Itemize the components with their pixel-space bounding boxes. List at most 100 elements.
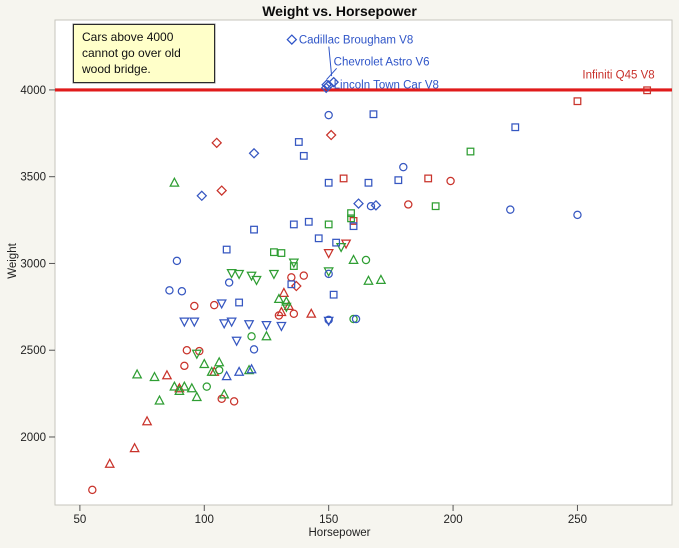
circle-marker[interactable]	[506, 205, 515, 214]
triangle-down-marker[interactable]	[323, 249, 334, 259]
triangle-down-marker[interactable]	[323, 267, 334, 278]
square-marker[interactable]	[394, 176, 403, 185]
triangle-up-marker[interactable]	[141, 415, 153, 426]
square-marker[interactable]	[304, 217, 313, 226]
callout-text[interactable]: Cadillac Brougham V8	[299, 35, 413, 47]
series-red-square[interactable]	[339, 86, 652, 225]
triangle-down-marker[interactable]	[226, 268, 237, 279]
triangle-up-marker[interactable]	[149, 371, 160, 382]
diamond-marker[interactable]	[290, 280, 302, 292]
series-blue-triangle-down[interactable]	[179, 299, 334, 347]
circle-marker[interactable]	[180, 361, 189, 371]
circle-marker[interactable]	[351, 314, 361, 324]
series-red-diamond[interactable]	[211, 129, 337, 292]
circle-marker[interactable]	[210, 300, 219, 310]
circle-marker[interactable]	[361, 255, 371, 265]
square-marker[interactable]	[324, 220, 333, 229]
circle-marker[interactable]	[404, 200, 413, 209]
square-marker[interactable]	[289, 262, 298, 270]
diamond-marker[interactable]	[370, 199, 382, 211]
series-blue-square[interactable]	[222, 110, 520, 307]
triangle-down-marker[interactable]	[216, 299, 227, 310]
square-marker[interactable]	[287, 280, 296, 289]
triangle-up-marker[interactable]	[243, 364, 255, 375]
circle-marker[interactable]	[399, 162, 408, 172]
triangle-down-marker[interactable]	[323, 316, 334, 327]
triangle-up-marker[interactable]	[246, 363, 257, 374]
triangle-up-marker[interactable]	[129, 442, 140, 453]
triangle-up-marker[interactable]	[261, 330, 272, 341]
triangle-up-marker[interactable]	[179, 380, 190, 391]
triangle-down-marker[interactable]	[268, 269, 280, 280]
square-marker[interactable]	[364, 178, 373, 187]
square-marker[interactable]	[424, 174, 433, 183]
triangle-up-marker[interactable]	[233, 366, 245, 376]
triangle-up-marker[interactable]	[104, 458, 115, 468]
square-marker[interactable]	[349, 217, 358, 225]
diamond-marker[interactable]	[328, 76, 340, 88]
square-marker[interactable]	[347, 214, 355, 223]
triangle-down-marker[interactable]	[189, 317, 200, 328]
triangle-up-marker[interactable]	[306, 307, 317, 318]
circle-marker[interactable]	[366, 201, 376, 211]
square-marker[interactable]	[289, 220, 298, 229]
callout-lincoln-town-car-v8[interactable]: Lincoln Town Car V8	[321, 79, 439, 92]
triangle-up-marker[interactable]	[191, 391, 203, 402]
square-marker[interactable]	[643, 86, 652, 95]
circle-marker[interactable]	[224, 278, 234, 287]
square-marker[interactable]	[314, 234, 323, 243]
square-marker[interactable]	[339, 174, 348, 183]
triangle-up-marker[interactable]	[281, 295, 292, 306]
triangle-up-marker[interactable]	[348, 254, 359, 265]
circle-marker[interactable]	[202, 382, 211, 391]
triangle-down-marker[interactable]	[261, 321, 272, 331]
circle-marker[interactable]	[214, 365, 224, 375]
circle-marker[interactable]	[229, 397, 239, 406]
triangle-up-marker[interactable]	[186, 382, 198, 393]
square-marker[interactable]	[222, 245, 231, 254]
annotation-note[interactable]: Cars above 4000 cannot go over old wood …	[73, 24, 215, 84]
triangle-up-marker[interactable]	[375, 274, 387, 284]
triangle-up-marker[interactable]	[363, 274, 374, 285]
square-marker[interactable]	[277, 249, 286, 257]
square-marker[interactable]	[511, 123, 520, 132]
triangle-down-marker[interactable]	[243, 320, 255, 331]
callout-chevrolet-astro-v6[interactable]: Chevrolet Astro V6	[326, 56, 430, 80]
circle-marker[interactable]	[190, 301, 199, 311]
circle-marker[interactable]	[249, 345, 259, 354]
square-marker[interactable]	[573, 97, 582, 106]
square-marker[interactable]	[332, 238, 341, 247]
square-marker[interactable]	[466, 147, 475, 156]
square-marker[interactable]	[294, 138, 303, 146]
square-marker[interactable]	[299, 151, 308, 160]
circle-marker[interactable]	[573, 210, 582, 220]
circle-marker[interactable]	[165, 286, 174, 295]
circle-marker[interactable]	[299, 271, 309, 280]
square-marker[interactable]	[349, 222, 358, 231]
triangle-up-marker[interactable]	[218, 388, 230, 399]
circle-marker[interactable]	[446, 176, 455, 186]
circle-marker[interactable]	[182, 345, 192, 355]
series-green-circle[interactable]	[202, 255, 371, 391]
series-green-triangle-up[interactable]	[131, 176, 387, 405]
circle-marker[interactable]	[247, 332, 256, 341]
circle-marker[interactable]	[324, 315, 333, 325]
triangle-up-marker[interactable]	[169, 176, 180, 187]
circle-marker[interactable]	[349, 314, 358, 324]
series-blue-circle[interactable]	[165, 110, 582, 354]
square-marker[interactable]	[369, 110, 378, 119]
circle-marker[interactable]	[88, 485, 97, 495]
square-marker[interactable]	[270, 248, 278, 257]
circle-marker[interactable]	[324, 110, 333, 120]
callout-text[interactable]: Chevrolet Astro V6	[334, 56, 430, 68]
triangle-down-marker[interactable]	[179, 317, 190, 328]
callout-text[interactable]: Lincoln Town Car V8	[334, 80, 439, 92]
square-marker[interactable]	[324, 178, 333, 187]
triangle-up-marker[interactable]	[154, 394, 165, 405]
triangle-down-marker[interactable]	[335, 242, 347, 253]
circle-marker[interactable]	[324, 269, 333, 279]
square-marker[interactable]	[431, 202, 440, 211]
diamond-marker[interactable]	[211, 137, 223, 149]
circle-marker[interactable]	[289, 309, 299, 319]
